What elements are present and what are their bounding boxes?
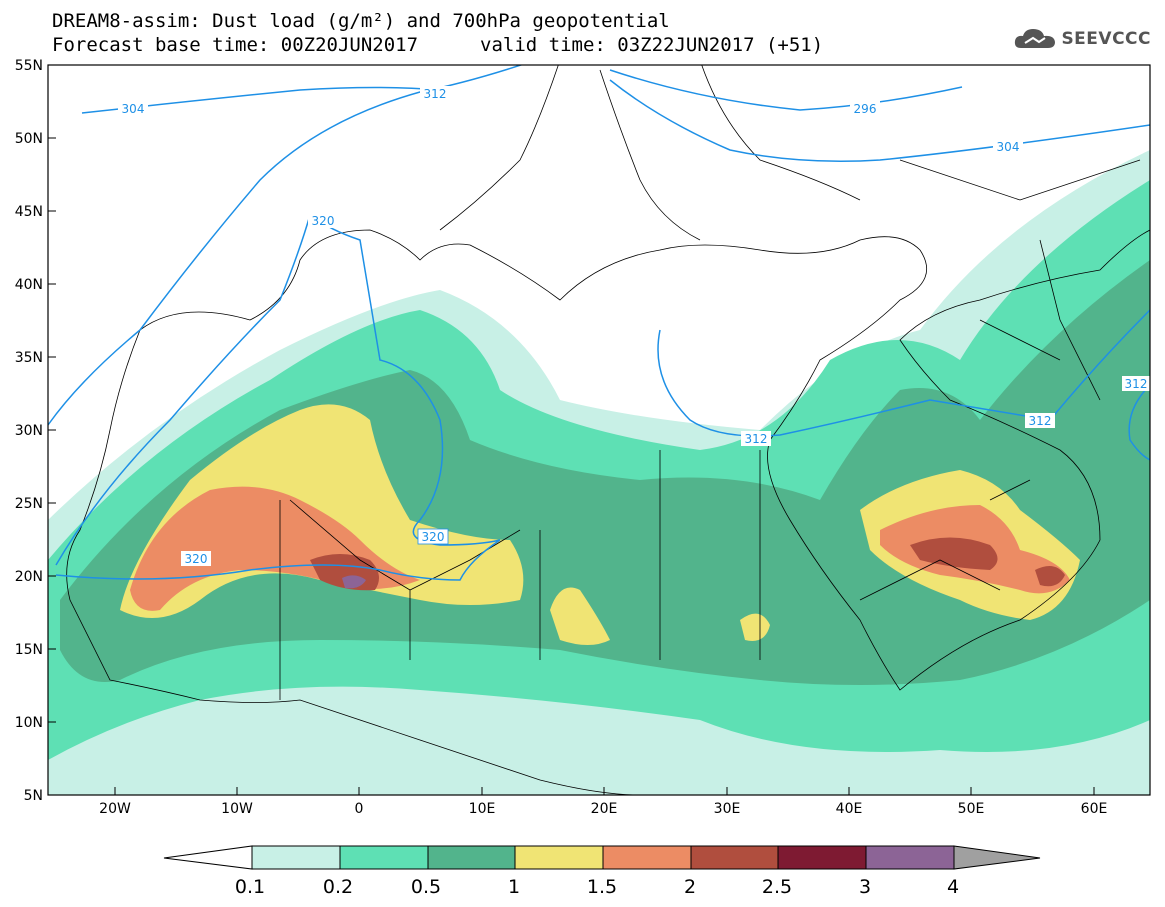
dust-field — [48, 65, 1150, 795]
dust-level-1 — [550, 587, 610, 645]
logo-text: SEEVCCC — [1061, 29, 1151, 49]
colorbar-under-triangle — [163, 845, 253, 870]
lon-tick-label: 10W — [221, 801, 253, 817]
latitude-axis: 55N 50N 45N 40N 35N 30N 25N 20N 15N 10N … — [15, 58, 56, 804]
lat-tick-label: 35N — [15, 350, 43, 366]
valid-time: valid time: 03Z22JUN2017 (+51) — [480, 34, 824, 56]
colorbar-over-triangle — [953, 845, 1041, 870]
colorbar-label: 4 — [947, 876, 959, 898]
lat-tick-label: 15N — [15, 642, 43, 658]
colorbar-bin — [690, 845, 779, 870]
colorbar-label: 1 — [508, 876, 520, 898]
lat-tick-label: 25N — [15, 496, 43, 512]
lat-tick-label: 55N — [15, 58, 43, 74]
colorbar-bin — [865, 845, 955, 870]
dust-level-2 — [1035, 566, 1065, 587]
contour-296 — [609, 69, 963, 111]
contour-label: 312 — [1029, 414, 1052, 428]
contour-label: 312 — [1125, 377, 1148, 391]
colorbar: 0.1 0.2 0.5 1 1.5 2 2.5 3 4 — [163, 845, 1041, 898]
contour-label: 304 — [122, 102, 145, 116]
contour-label: 296 — [854, 102, 877, 116]
colorbar-bin — [251, 845, 341, 870]
seevccc-logo: SEEVCCC — [1013, 26, 1151, 52]
lat-tick-label: 20N — [15, 569, 43, 585]
lat-tick-label: 40N — [15, 277, 43, 293]
colorbar-label: 0.1 — [235, 876, 265, 898]
contour-312-east — [657, 309, 1150, 437]
contour-label: 320 — [185, 552, 208, 566]
contour-label: 320 — [422, 530, 445, 544]
lon-tick-label: 20W — [99, 801, 131, 817]
contour-label: 312 — [745, 432, 768, 446]
contour-labels: 304 312 296 304 320 320 320 312 312 312 — [118, 86, 1150, 566]
colorbar-bin — [427, 845, 516, 870]
lon-tick-label: 50E — [958, 801, 985, 817]
colorbar-label: 0.2 — [323, 876, 353, 898]
cloud-logo-icon — [1015, 29, 1056, 48]
longitude-axis: 20W 10W 0 10E 20E 30E 40E 50E 60E — [99, 787, 1107, 817]
lon-tick-label: 0 — [355, 801, 364, 817]
lon-tick-label: 20E — [591, 801, 618, 817]
lat-tick-label: 50N — [15, 131, 43, 147]
map-title: DREAM8-assim: Dust load (g/m²) and 700hP… — [52, 10, 670, 32]
lat-tick-label: 30N — [15, 423, 43, 439]
lat-tick-label: 10N — [15, 715, 43, 731]
colorbar-label: 2.5 — [762, 876, 792, 898]
lon-tick-label: 30E — [714, 801, 741, 817]
colorbar-bin — [602, 845, 692, 870]
lat-tick-label: 45N — [15, 204, 43, 220]
contour-label: 304 — [997, 140, 1020, 154]
forecast-base-time: Forecast base time: 00Z20JUN2017 — [52, 34, 419, 56]
colorbar-label: 1.5 — [587, 876, 617, 898]
lon-tick-label: 10E — [469, 801, 496, 817]
dust-level-2 — [910, 537, 998, 570]
lat-tick-label: 5N — [24, 788, 43, 804]
coastlines-borders — [66, 65, 1150, 795]
lon-tick-label: 60E — [1081, 801, 1108, 817]
lon-tick-label: 40E — [836, 801, 863, 817]
dust-level-3 — [342, 575, 366, 589]
contour-label: 312 — [424, 87, 447, 101]
colorbar-label: 2 — [684, 876, 696, 898]
dust-level-1 — [740, 613, 770, 641]
contour-label: 320 — [312, 214, 335, 228]
colorbar-bin — [777, 845, 867, 870]
colorbar-label: 3 — [859, 876, 871, 898]
contour-312-far-east — [1128, 384, 1150, 461]
colorbar-label: 0.5 — [411, 876, 441, 898]
colorbar-bin — [514, 845, 604, 870]
colorbar-bin — [339, 845, 429, 870]
contour-320 — [55, 213, 501, 581]
